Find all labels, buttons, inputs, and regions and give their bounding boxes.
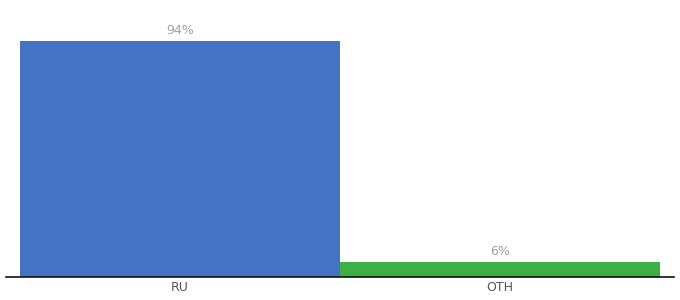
Text: 94%: 94% bbox=[166, 24, 194, 37]
Bar bbox=[20, 41, 340, 277]
Text: 6%: 6% bbox=[490, 245, 510, 258]
Bar bbox=[340, 262, 660, 277]
